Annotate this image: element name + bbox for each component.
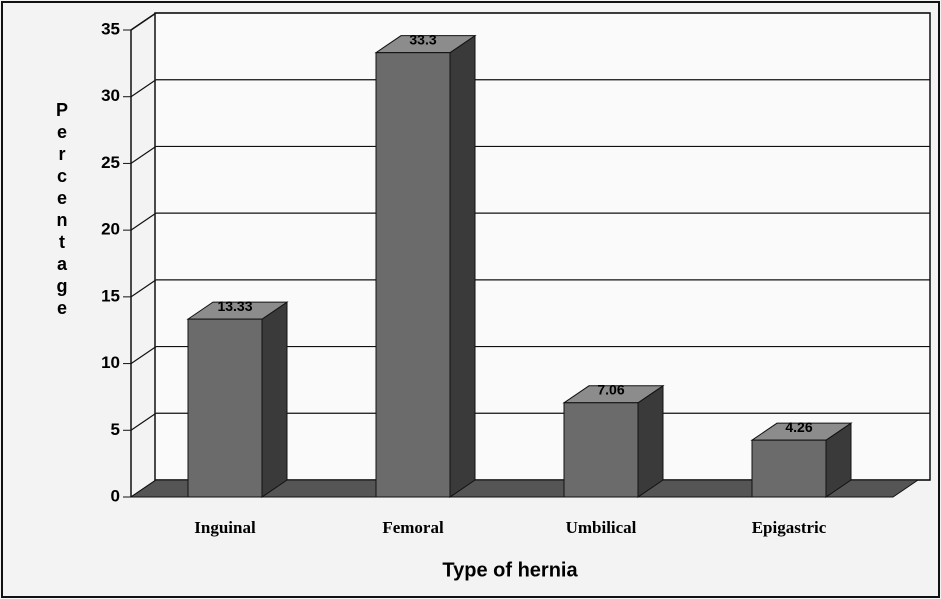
x-tick-label: Femoral: [382, 518, 444, 537]
bar-side: [637, 384, 664, 498]
floor: [129, 479, 920, 498]
data-label: 33.3: [409, 31, 436, 47]
bar: [375, 52, 451, 498]
bar: [563, 402, 639, 498]
data-label: 13.33: [217, 298, 252, 314]
grid-line-side: [130, 145, 157, 164]
data-label: 7.06: [597, 382, 624, 398]
y-tick-label: 20: [101, 220, 120, 239]
y-tick-label: 10: [101, 353, 120, 372]
y-tick-label: 0: [111, 486, 120, 505]
y-tick-label: 15: [101, 286, 120, 305]
y-tick-label: 35: [101, 19, 120, 38]
grid-line-side: [130, 346, 157, 365]
y-tick-label: 5: [111, 420, 120, 439]
grid-line-side: [130, 212, 157, 231]
bar: [751, 439, 827, 498]
data-label: 4.26: [785, 419, 812, 435]
y-axis-side: [130, 12, 157, 31]
bar-side: [261, 301, 288, 498]
y-tick-label: 30: [101, 86, 120, 105]
x-tick-label: Inguinal: [194, 518, 256, 537]
grid-line-side: [130, 412, 157, 431]
grid-line-side: [130, 279, 157, 298]
bar: [187, 318, 263, 498]
bar-side: [449, 34, 476, 498]
grid-line-side: [130, 79, 157, 98]
y-tick-label: 25: [101, 153, 120, 172]
x-tick-label: Umbilical: [566, 518, 637, 537]
x-axis-title: Type of hernia: [442, 559, 578, 581]
y-axis-title: Percentage: [52, 100, 72, 320]
x-tick-label: Epigastric: [752, 518, 827, 537]
